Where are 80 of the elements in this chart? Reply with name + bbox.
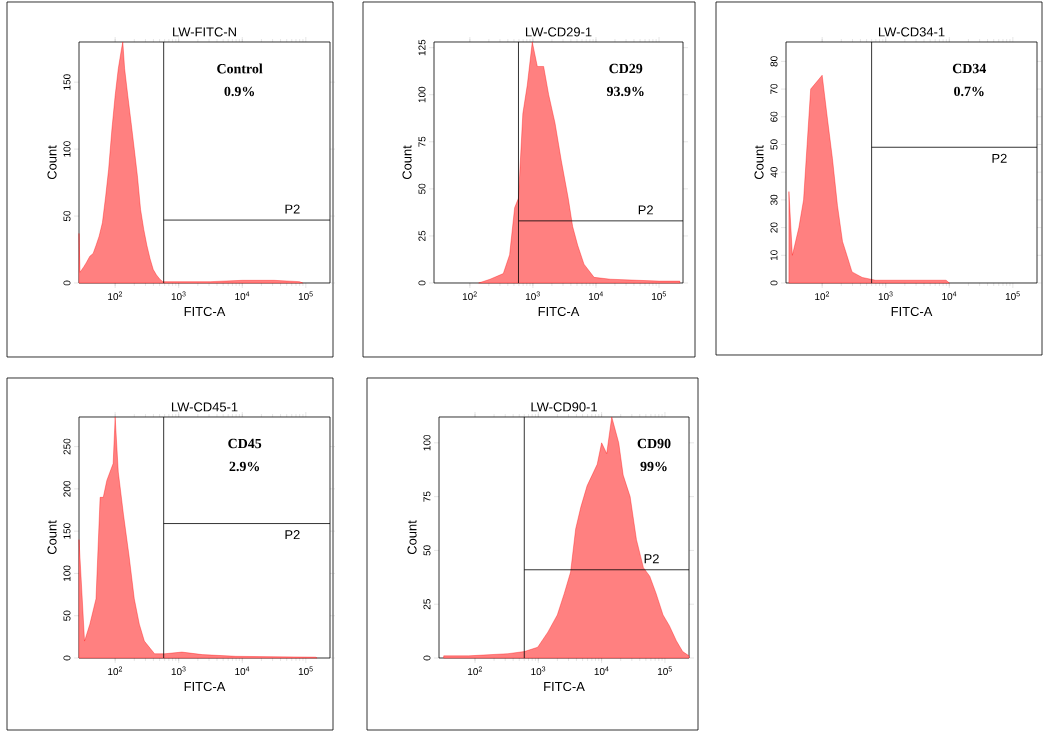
y-tick-label: 30 [770,194,778,206]
y-tick-label: 150 [63,523,71,539]
series-label: P2 [285,204,300,214]
y-tick-label: 125 [418,39,426,56]
x-tick-label: 10$^{4}$ [235,291,250,301]
y-tick-label: 100 [418,86,426,103]
y-axis-title: Count [47,145,57,180]
y-tick-label: 0 [423,655,431,661]
y-tick-label: 75 [423,491,431,502]
series-label: P2 [638,205,653,215]
annotation: 93.9% [606,86,644,97]
x-tick-label: 10$^{2}$ [108,666,123,676]
chart-title: LW-FITC-N [173,27,236,37]
series-label: P2 [644,554,659,564]
x-tick-label: 10$^{3}$ [525,291,540,301]
y-axis-title: Count [754,145,764,180]
y-tick-label: 0 [63,280,71,286]
y-tick-label: 50 [418,183,426,194]
y-tick-label: 150 [63,74,71,90]
y-tick-label: 10 [770,250,778,261]
x-tick-label: 10$^{2}$ [108,291,123,301]
x-tick-label: 10$^{5}$ [298,291,313,301]
y-tick-label: 60 [770,111,778,122]
y-tick-label: 25 [423,599,431,610]
annotation: Control [217,63,263,74]
x-tick-label: 10$^{3}$ [171,666,186,676]
x-tick-label: 10$^{2}$ [815,291,830,301]
y-tick-label: 50 [63,210,71,222]
y-tick-label: 100 [63,565,71,581]
y-tick-label: 70 [770,83,778,95]
x-tick-label: 10$^{5}$ [1005,291,1020,301]
x-tick-label: 10$^{4}$ [235,666,250,676]
x-tick-label: 10$^{3}$ [531,666,546,676]
chart-title: LW-CD29-1 [525,27,592,37]
x-tick-label: 10$^{5}$ [652,291,666,301]
y-axis-title: Count [402,145,412,180]
y-tick-label: 75 [418,136,426,147]
annotation: CD90 [637,438,671,449]
chart-title: LW-CD34-1 [878,27,945,37]
x-tick-label: 10$^{5}$ [657,666,672,676]
x-axis-title: FITC-A [891,306,933,317]
y-tick-label: 80 [770,56,778,67]
x-tick-label: 10$^{4}$ [589,291,603,301]
x-tick-label: 10$^{4}$ [942,291,957,301]
y-tick-label: 40 [770,167,778,178]
annotation: 99% [640,461,667,472]
x-tick-label: 10$^{2}$ [468,666,482,676]
y-tick-label: 250 [63,438,71,455]
x-axis-title: FITC-A [184,681,226,692]
chart-title: LW-CD45-1 [171,402,238,412]
x-tick-label: 10$^{3}$ [878,291,893,301]
y-tick-label: 50 [423,545,431,556]
y-tick-label: 50 [63,610,71,621]
series-label: P2 [992,153,1007,163]
y-tick-label: 100 [423,434,431,451]
x-axis-title: FITC-A [544,681,585,692]
x-tick-label: 10$^{5}$ [298,666,313,676]
annotation: CD29 [609,63,643,74]
y-tick-label: 200 [63,480,71,497]
annotation: 0.9% [224,86,255,97]
annotation: 2.9% [229,461,260,472]
x-tick-label: 10$^{4}$ [594,666,609,676]
x-axis-title: FITC-A [184,306,226,317]
annotation: CD34 [952,63,987,74]
series-label: P2 [285,530,300,540]
chart-title: LW-CD90-1 [531,402,597,412]
y-axis-title: Count [407,520,417,555]
y-tick-label: 100 [63,141,71,157]
x-axis-title: FITC-A [538,306,580,317]
y-tick-label: 0 [770,280,778,286]
y-tick-label: 50 [770,139,778,150]
x-tick-label: 10$^{2}$ [462,291,477,301]
y-tick-label: 25 [418,230,426,241]
y-tick-label: 20 [770,222,778,233]
annotation: 0.7% [954,86,984,97]
y-axis-title: Count [47,520,57,555]
y-tick-label: 0 [63,655,71,661]
annotation: CD45 [228,438,262,449]
y-tick-label: 0 [418,280,426,286]
x-tick-label: 10$^{3}$ [171,291,186,301]
